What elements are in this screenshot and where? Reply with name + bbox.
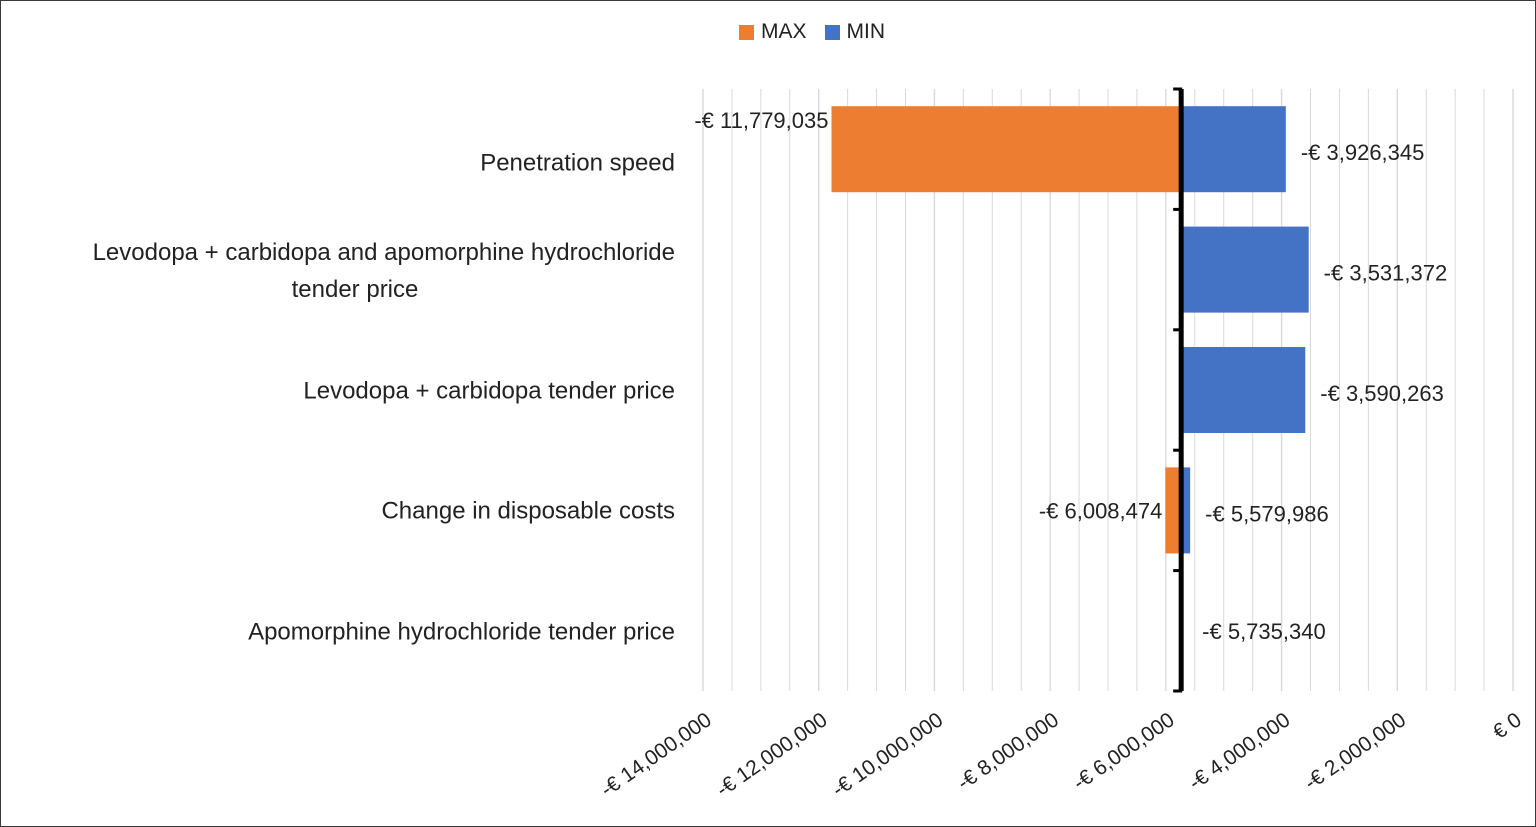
bar-min-2 bbox=[1181, 347, 1306, 433]
x-tick-label: € 0 bbox=[1489, 708, 1526, 744]
data-label-min-1: -€ 3,531,372 bbox=[1324, 261, 1448, 286]
x-tick-label: -€ 8,000,000 bbox=[953, 708, 1063, 794]
legend-item-max: MAX bbox=[739, 20, 807, 44]
legend-swatch-min bbox=[824, 24, 840, 40]
category-label: Apomorphine hydrochloride tender price bbox=[0, 613, 675, 650]
category-label: Levodopa + carbidopa tender price bbox=[0, 373, 675, 410]
category-label-line: Apomorphine hydrochloride tender price bbox=[248, 618, 675, 646]
category-label-line: Penetration speed bbox=[480, 149, 675, 177]
category-label-line: Levodopa + carbidopa and apomorphine hyd… bbox=[92, 238, 675, 266]
legend: MAX MIN bbox=[739, 20, 903, 44]
bar-min-3 bbox=[1181, 467, 1191, 554]
category-label-line: Levodopa + carbidopa tender price bbox=[303, 377, 675, 405]
x-tick-label: -€ 10,000,000 bbox=[828, 708, 947, 801]
legend-label-max: MAX bbox=[761, 20, 807, 43]
data-label-min-2: -€ 3,590,263 bbox=[1320, 381, 1444, 406]
x-tick-label: -€ 6,000,000 bbox=[1069, 708, 1179, 794]
data-label-baseline: -€ 5,735,340 bbox=[1202, 619, 1326, 644]
category-label-line: Change in disposable costs bbox=[381, 497, 675, 525]
category-label: Levodopa + carbidopa and apomorphine hyd… bbox=[0, 234, 675, 308]
x-tick-label: -€ 14,000,000 bbox=[597, 708, 716, 801]
data-label-max-0: -€ 11,779,035 bbox=[694, 108, 828, 133]
x-tick-label: -€ 12,000,000 bbox=[712, 708, 831, 801]
legend-label-min: MIN bbox=[846, 20, 886, 43]
x-tick-label: -€ 4,000,000 bbox=[1185, 708, 1295, 794]
bar-max-0 bbox=[831, 106, 1182, 193]
data-label-min-3: -€ 5,579,986 bbox=[1205, 501, 1329, 526]
legend-item-min: MIN bbox=[824, 20, 886, 44]
data-label-min-0: -€ 3,926,345 bbox=[1301, 140, 1425, 165]
bar-min-0 bbox=[1181, 106, 1286, 193]
x-tick-label: -€ 2,000,000 bbox=[1300, 708, 1410, 794]
bar-max-3 bbox=[1165, 467, 1182, 554]
category-label: Penetration speed bbox=[0, 145, 675, 182]
category-label-line: tender price bbox=[291, 275, 419, 303]
data-label-max-3: -€ 6,008,474 bbox=[1039, 498, 1163, 523]
legend-swatch-max bbox=[739, 24, 754, 40]
category-label: Change in disposable costs bbox=[0, 493, 675, 530]
bar-min-1 bbox=[1181, 226, 1309, 313]
